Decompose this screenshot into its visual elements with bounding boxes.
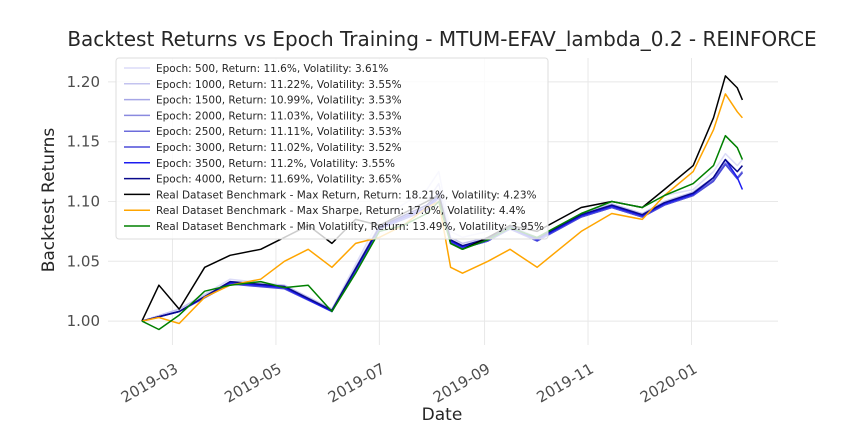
legend-entry: Epoch: 1000, Return: 11.22%, Volatility:… [156, 79, 402, 91]
y-axis-label: Backtest Returns [39, 128, 59, 273]
legend-entry: Epoch: 4000, Return: 11.69%, Volatility:… [156, 174, 402, 186]
legend-entry: Real Dataset Benchmark - Max Sharpe, Ret… [156, 205, 526, 217]
legend-entry: Epoch: 500, Return: 11.6%, Volatility: 3… [156, 63, 388, 75]
legend-entry: Real Dataset Benchmark - Min Volatility,… [156, 221, 544, 233]
legend-entry: Epoch: 2000, Return: 11.03%, Volatility:… [156, 110, 402, 122]
legend-entry: Epoch: 2500, Return: 11.11%, Volatility:… [156, 126, 402, 138]
legend-entry: Epoch: 3000, Return: 11.02%, Volatility:… [156, 142, 402, 154]
y-tick-label: 1.20 [67, 73, 100, 91]
series-line-11 [141, 134, 744, 331]
legend-entry: Epoch: 1500, Return: 10.99%, Volatility:… [156, 95, 402, 107]
legend: Epoch: 500, Return: 11.6%, Volatility: 3… [115, 57, 549, 240]
x-axis-label: Date [422, 405, 463, 425]
y-tick-label: 1.00 [67, 312, 100, 330]
y-tick-label: 1.05 [67, 252, 100, 270]
legend-box [115, 57, 549, 240]
legend-entry: Epoch: 3500, Return: 11.2%, Volatility: … [156, 158, 395, 170]
chart-title: Backtest Returns vs Epoch Training - MTU… [67, 27, 816, 51]
y-tick-label: 1.10 [67, 193, 100, 211]
y-tick-label: 1.15 [67, 133, 100, 151]
series-line-10 [141, 93, 743, 325]
legend-entry: Real Dataset Benchmark - Max Return, Ret… [156, 189, 537, 201]
y-tick-labels: 1.00 1.05 1.10 1.15 1.20 [67, 73, 100, 330]
